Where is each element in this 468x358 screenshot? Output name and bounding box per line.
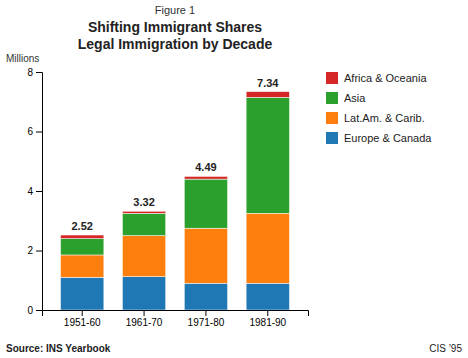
y-tick: 2	[27, 245, 42, 256]
bar-segment	[61, 239, 104, 255]
y-tick: 0	[27, 305, 42, 316]
legend-swatch	[326, 112, 338, 124]
bar-segment	[122, 213, 165, 235]
total-label: 7.34	[257, 77, 279, 89]
x-tick-mark	[267, 310, 268, 316]
bar-series	[61, 92, 290, 239]
bars	[61, 92, 290, 310]
bar-segment	[61, 255, 104, 277]
y-tick: 6	[27, 126, 42, 137]
title: Shifting Immigrant SharesLegal Immigrati…	[78, 19, 273, 52]
y-tick-mark	[36, 132, 42, 133]
legend-label: Europe & Canada	[344, 132, 432, 144]
x-tick-mark	[144, 310, 145, 316]
legend-item: Europe & Canada	[326, 132, 432, 144]
x-tick-label: 1961-70	[126, 317, 163, 328]
bar-series	[61, 97, 290, 255]
total-label: 4.49	[195, 161, 216, 173]
bar-segment	[246, 97, 289, 213]
legend-label: Lat.Am. & Carib.	[344, 112, 425, 124]
y-tick: 8	[27, 67, 42, 78]
y-axis-title: Millions	[6, 53, 39, 64]
bar-segment	[246, 92, 289, 98]
plot: 0 2 4 6 8 1951-60 1961-70 1971-80 1981-90 2.52 3.3…	[6, 53, 309, 328]
legend-swatch	[326, 132, 338, 144]
x-tick-mark	[82, 310, 83, 316]
y-tick-label: 2	[27, 245, 33, 256]
legend-item: Lat.Am. & Carib.	[326, 112, 425, 124]
total-label: 3.32	[133, 196, 154, 208]
bar-segment	[61, 235, 104, 239]
x-tick-label: 1971-80	[188, 317, 225, 328]
y-tick-label: 6	[27, 126, 33, 137]
bar-segment	[122, 211, 165, 213]
credit: CIS ’95	[429, 343, 462, 354]
y-axis-line	[36, 73, 43, 311]
y-tick-mark	[36, 251, 42, 252]
x-axis-line	[43, 311, 309, 317]
y-tick-label: 0	[27, 305, 33, 316]
title-line: Shifting Immigrant Shares	[88, 19, 262, 35]
y-tick-mark	[36, 72, 42, 73]
bar-segment	[246, 283, 289, 310]
x-tick: 1951-60	[64, 310, 101, 328]
source: Source: INS Yearbook	[6, 343, 111, 354]
x-tick-label: 1981-90	[249, 317, 286, 328]
title-line: Legal Immigration by Decade	[78, 36, 273, 52]
y-tick-label: 4	[27, 186, 33, 197]
y-axis: 0 2 4 6 8	[27, 67, 42, 316]
x-axis: 1951-60 1961-70 1971-80 1981-90	[43, 310, 309, 328]
bar-segment	[246, 213, 289, 283]
y-tick-mark	[36, 191, 42, 192]
legend-label: Asia	[344, 92, 366, 104]
bar-segment	[184, 176, 227, 179]
legend-swatch	[326, 72, 338, 84]
legend-swatch	[326, 92, 338, 104]
bar-segment	[122, 236, 165, 277]
y-tick: 4	[27, 186, 42, 197]
x-tick: 1961-70	[126, 310, 163, 328]
y-tick-label: 8	[27, 67, 33, 78]
legend: Africa & Oceania Asia Lat.Am. & Carib. Euro…	[326, 72, 432, 144]
x-tick-label: 1951-60	[64, 317, 101, 328]
total-label: 2.52	[71, 220, 92, 232]
x-tick-mark	[205, 310, 206, 316]
figure-label: Figure 1	[155, 4, 195, 16]
legend-item: Africa & Oceania	[326, 72, 427, 84]
legend-item: Asia	[326, 92, 366, 104]
bar-series	[61, 213, 290, 283]
totals: 2.52 3.32 4.49 7.34	[71, 77, 279, 232]
bar-segment	[61, 277, 104, 310]
y-tick-mark	[36, 310, 42, 311]
x-tick: 1981-90	[249, 310, 286, 328]
bar-segment	[184, 283, 227, 310]
legend-label: Africa & Oceania	[344, 72, 427, 84]
x-tick: 1971-80	[188, 310, 225, 328]
bar-segment	[184, 179, 227, 228]
chart: 0 2 4 6 8 1951-60 1961-70 1971-80 1981-90 2.52 3.3…	[0, 0, 468, 358]
bar-segment	[122, 277, 165, 310]
bar-segment	[184, 228, 227, 283]
